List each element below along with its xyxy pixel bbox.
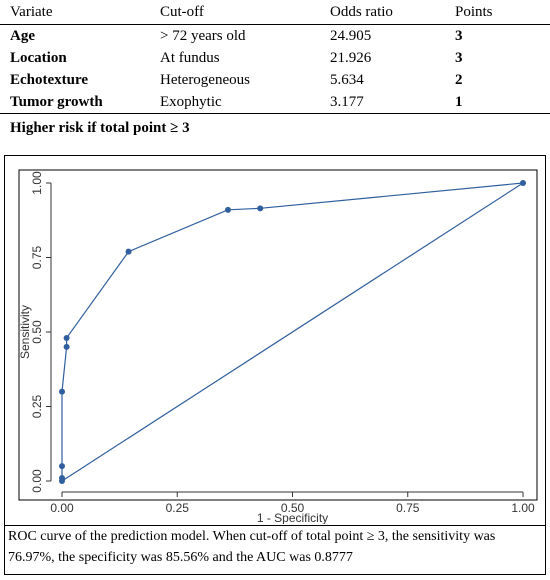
row-cutoff: At fundus [160,49,220,66]
plot-frame [18,169,538,501]
row-variate: Age [10,27,35,44]
table-row: Location At fundus 21.926 3 [0,47,550,69]
table-header-row: Variate Cut-off Odds ratio Points [0,0,550,25]
header-cutoff: Cut-off [150,0,320,25]
risk-note: Higher risk if total point ≥ 3 [10,120,190,136]
y-tick-label: 0.00 [30,469,44,493]
figure-caption: ROC curve of the prediction model. When … [8,529,496,565]
roc-point [63,343,70,350]
table-row: Tumor growth Exophytic 3.177 1 [0,91,550,114]
reference-diagonal-line [61,182,524,482]
row-odds-ratio: 3.177 [320,91,445,114]
row-variate: Echotexture [10,71,89,88]
x-tick-label: 1.00 [511,501,535,515]
x-tick-label: 0.00 [50,501,74,515]
caption-divider [5,525,545,526]
y-axis-label: Sensitivity [18,305,32,359]
roc-chart: 0.00 0.00 0.25 0.25 0.50 0.50 0.75 0.75 1.00 1.00… [5,156,545,524]
roc-point [224,206,231,213]
row-odds-ratio: 5.634 [330,71,364,88]
row-variate: Tumor growth [0,91,150,114]
table-row: Echotexture Heterogeneous 5.634 2 [0,69,550,91]
row-points: 3 [455,49,463,66]
row-cutoff: Heterogeneous [160,71,250,88]
roc-point [125,248,132,255]
series-layer [59,180,526,484]
roc-curve-line [61,182,524,481]
roc-point [59,463,65,470]
row-odds-ratio: 21.926 [330,49,372,66]
chart-background [5,156,545,524]
header-odds-ratio: Odds ratio [320,0,445,25]
x-tick-label: 0.50 [281,501,305,515]
figure-box: 0.00 0.00 0.25 0.25 0.50 0.50 0.75 0.75 1.00 1.00… [4,155,546,575]
x-axis-label: 1 - Specificity [257,511,328,524]
axes-layer: 0.00 0.00 0.25 0.25 0.50 0.50 0.75 0.75 1.00 1.00 [18,169,538,515]
x-tick-label: 0.25 [166,501,190,515]
table-row: Age > 72 years old 24.905 3 [0,25,550,48]
score-table: Variate Cut-off Odds ratio Points Age > … [0,0,550,114]
row-variate: Location [10,49,67,66]
roc-point [63,334,70,341]
row-points: 3 [455,27,463,44]
x-tick-label: 0.75 [396,501,420,515]
roc-point [257,205,264,212]
header-variate: Variate [0,0,150,25]
y-tick-label: 0.25 [30,394,44,418]
row-cutoff: > 72 years old [160,27,246,44]
row-points: 2 [455,71,463,88]
row-cutoff: Exophytic [150,91,320,114]
header-points: Points [445,0,550,25]
y-tick-label: 0.50 [30,320,44,344]
row-odds-ratio: 24.905 [330,27,372,44]
roc-point [59,388,65,395]
y-tick-label: 0.75 [30,245,44,269]
y-tick-label: 1.00 [30,171,44,195]
row-points: 1 [445,91,550,114]
